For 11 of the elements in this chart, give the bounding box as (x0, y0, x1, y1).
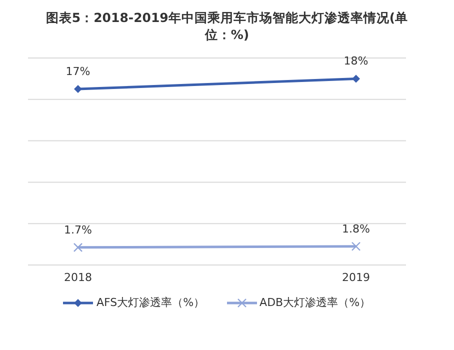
chart-title: 图表5：2018-2019年中国乘用车市场智能大灯渗透率情况(单位：%) (44, 9, 410, 44)
data-label: 1.7% (64, 223, 92, 236)
x-tick-label: 2019 (342, 270, 370, 284)
data-label: 18% (344, 54, 368, 68)
point (74, 85, 82, 94)
x-tick-label: 2018 (64, 270, 92, 284)
legend-label: ADB大灯渗透率（%） (260, 295, 371, 310)
data-label: 1.8% (342, 222, 370, 236)
legend-label: AFS大灯渗透率（%） (96, 295, 205, 310)
data-label: 17% (66, 65, 90, 78)
point (352, 74, 360, 83)
